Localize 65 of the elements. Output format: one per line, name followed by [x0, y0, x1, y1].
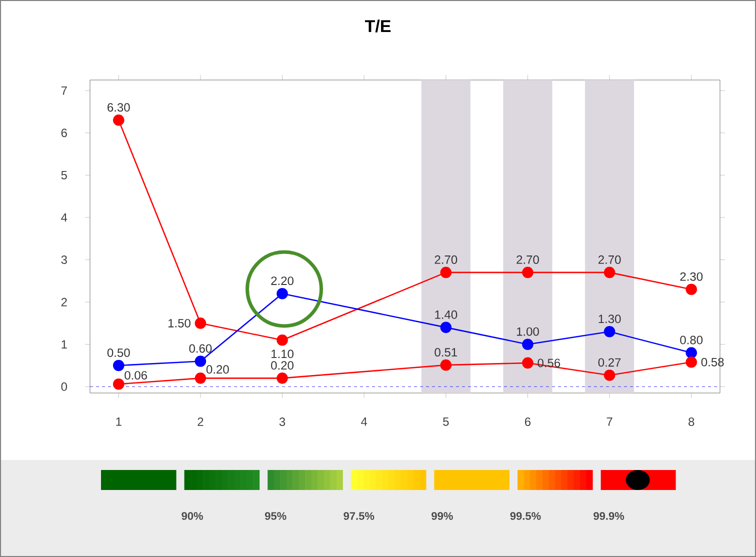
data-label: 0.51 — [434, 348, 457, 357]
data-label: 0.20 — [206, 365, 229, 374]
data-label: 2.70 — [516, 255, 539, 264]
data-label: 1.40 — [435, 310, 458, 319]
data-label: 2.70 — [434, 255, 458, 264]
data-label: 0.60 — [189, 344, 212, 353]
data-label: 2.20 — [271, 276, 294, 286]
point — [276, 372, 288, 384]
y-tick-label: 4 — [61, 213, 68, 222]
point — [686, 347, 698, 358]
point — [604, 266, 616, 278]
point — [440, 322, 452, 334]
point — [686, 284, 698, 296]
data-label: 1.50 — [168, 318, 190, 328]
text: 99.9% — [594, 512, 624, 520]
point — [112, 360, 124, 372]
y-tick-label: 6 — [61, 128, 67, 138]
x-tick-label: 3 — [279, 418, 286, 426]
y-tick-label: 1 — [62, 340, 67, 348]
chart-title: T/E — [364, 20, 391, 32]
point — [194, 372, 206, 384]
x-tick-label: 6 — [525, 418, 531, 426]
x-tick-label: 2 — [198, 418, 204, 426]
point — [112, 378, 124, 390]
x-tick-label: 4 — [361, 418, 368, 426]
y-tick-label: 7 — [61, 86, 67, 95]
data-label: 0.06 — [124, 371, 148, 380]
data-label: 1.10 — [272, 350, 294, 358]
text: 97.5% — [344, 512, 374, 520]
x-tick-label: 8 — [688, 418, 694, 426]
data-label: 2.30 — [680, 272, 703, 281]
text: 99.5% — [510, 512, 541, 520]
data-label: 0.20 — [271, 361, 294, 370]
y-tick-label: 2 — [61, 298, 67, 306]
point — [522, 338, 534, 350]
point — [194, 356, 206, 367]
point — [522, 266, 534, 278]
point — [194, 318, 206, 329]
point — [604, 326, 616, 338]
data-label: 2.70 — [598, 255, 621, 264]
point — [604, 370, 616, 381]
point — [276, 334, 288, 346]
point — [112, 114, 124, 126]
data-label: 0.50 — [107, 348, 130, 357]
x-tick-label: 7 — [606, 418, 612, 426]
y-tick-label: 0 — [61, 382, 68, 391]
y-tick-label: 3 — [61, 256, 67, 264]
data-label: 0.80 — [680, 336, 703, 344]
text: 99% — [432, 512, 453, 520]
y-tick-label: 5 — [61, 170, 67, 180]
x-tick-label: 5 — [443, 418, 449, 426]
data-label: 0.27 — [598, 358, 621, 367]
text: 90% — [182, 512, 204, 520]
data-label: 1.00 — [516, 327, 539, 336]
point — [276, 288, 288, 300]
data-label: 0.56 — [538, 358, 560, 368]
text: 95% — [264, 512, 286, 520]
data-label: 1.30 — [598, 314, 621, 324]
data-label: 0.58 — [701, 358, 724, 366]
point — [686, 356, 698, 368]
point — [440, 266, 452, 278]
data-label: 6.30 — [108, 103, 130, 112]
point — [522, 357, 534, 369]
point — [440, 359, 452, 371]
x-tick-label: 1 — [116, 418, 122, 426]
